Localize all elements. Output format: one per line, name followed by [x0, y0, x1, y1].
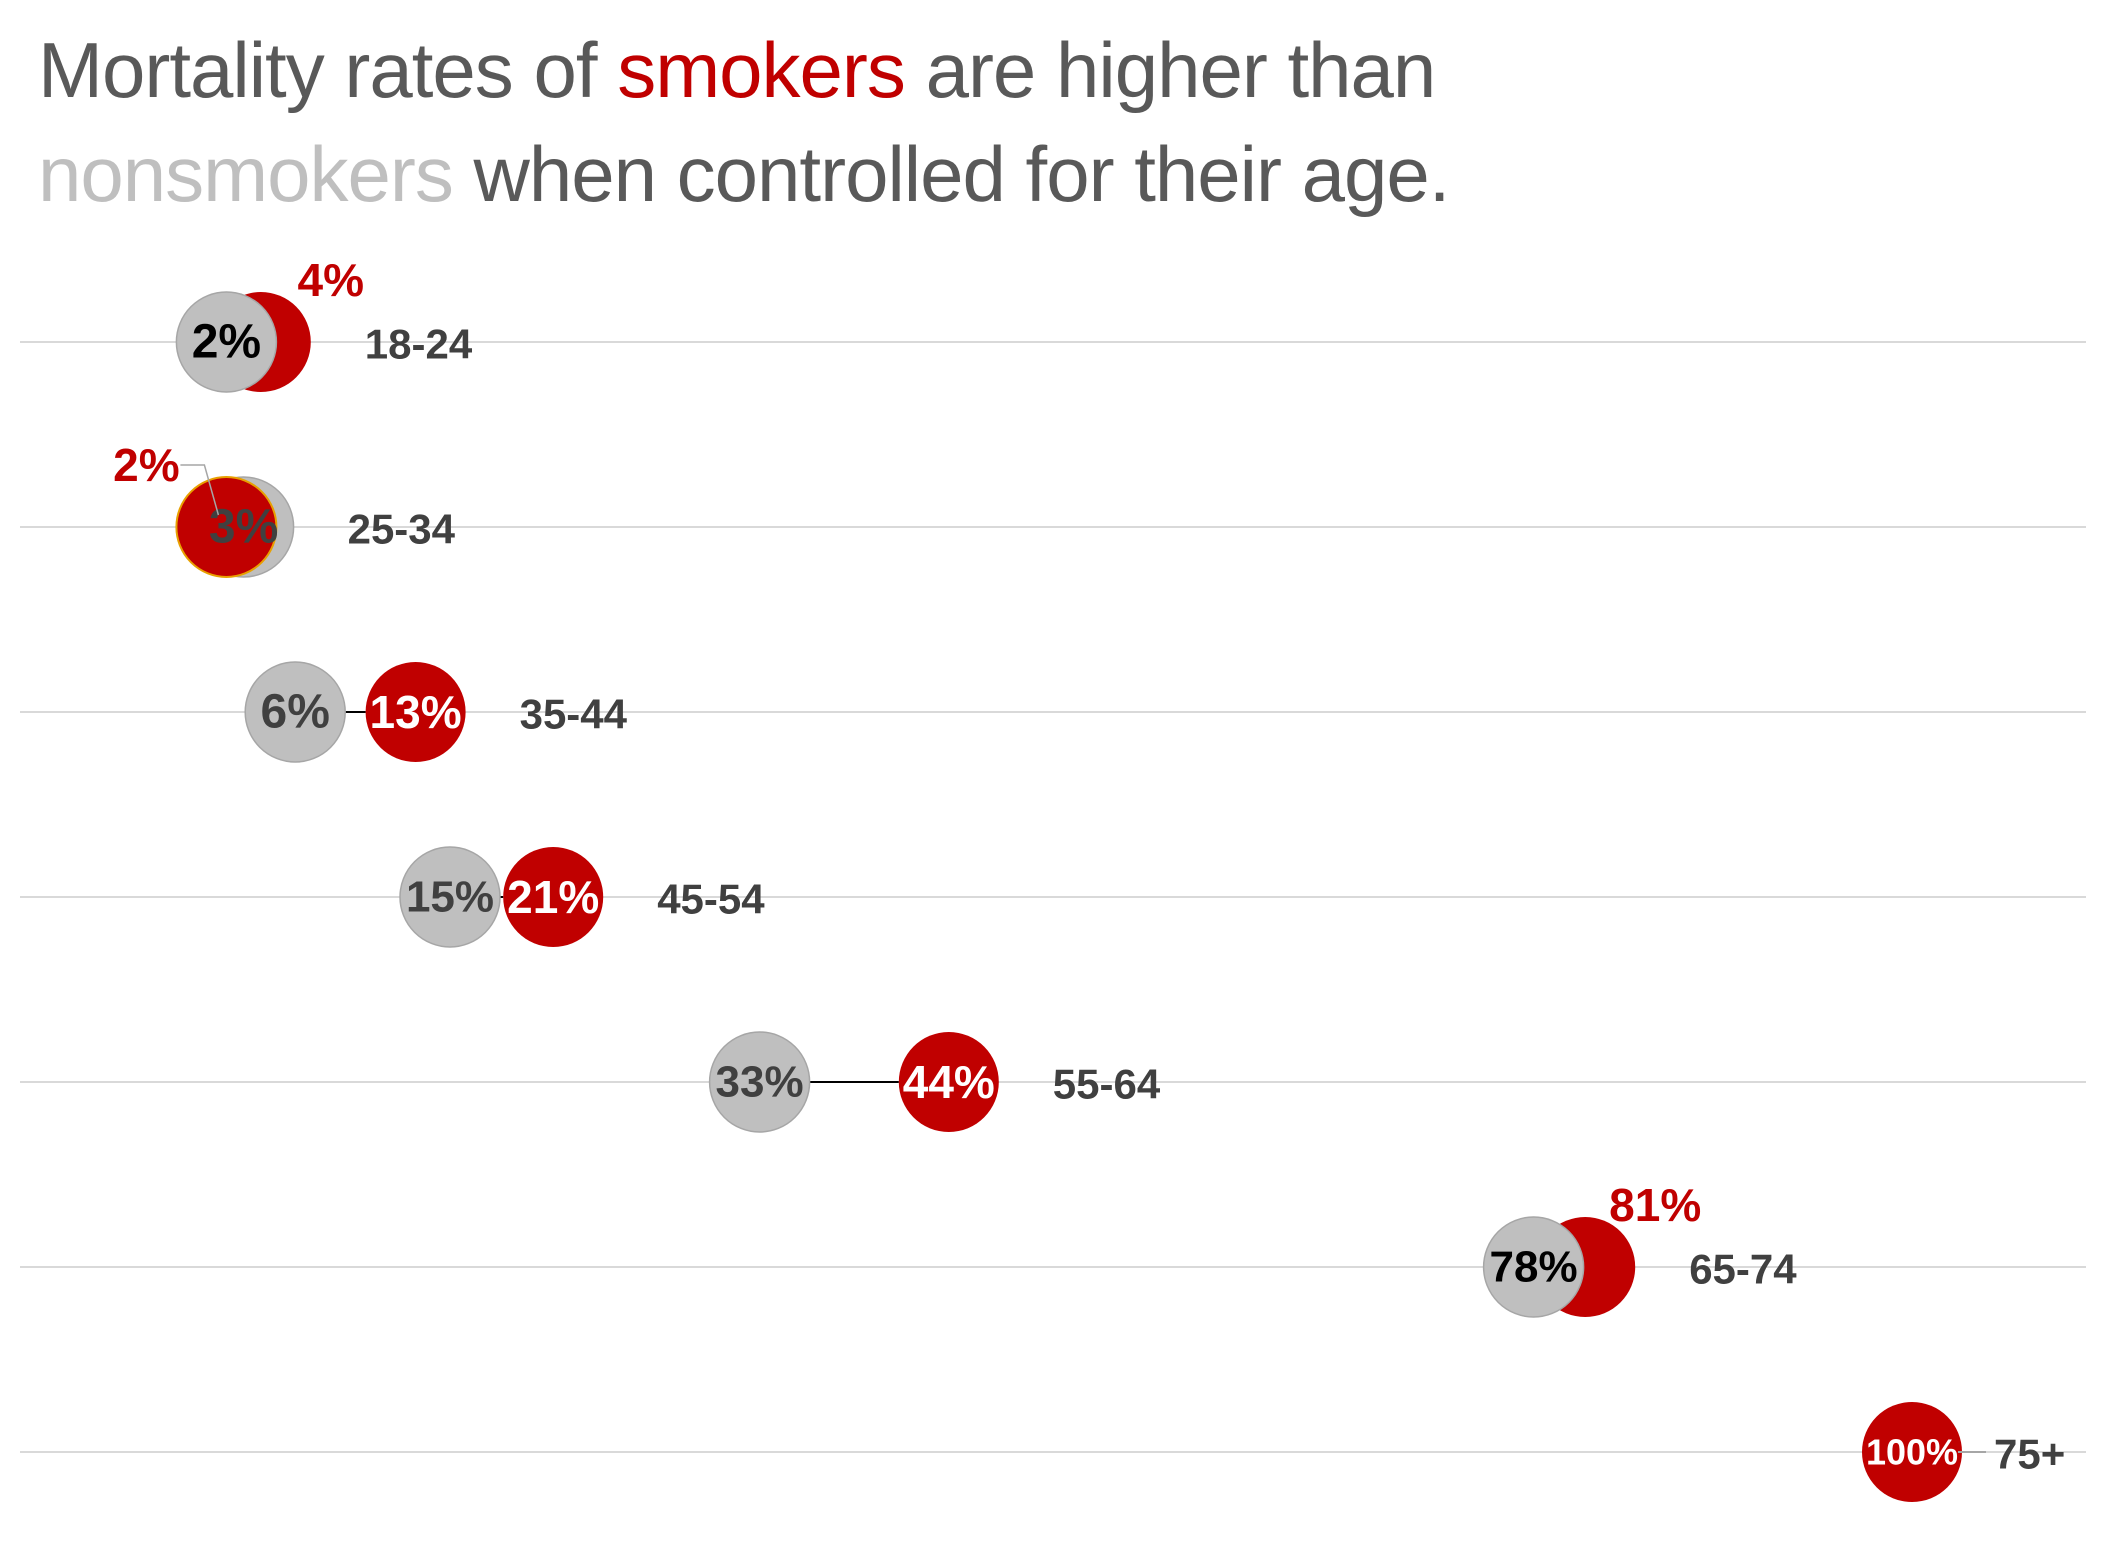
smoker-dot-75plus: [1862, 1402, 1962, 1502]
smoker-dot-35-44: [365, 662, 466, 762]
smoker-value-label-45-54: 21%: [507, 871, 599, 923]
nonsmoker-dot-65-74: [1482, 1216, 1585, 1318]
nonsmoker-dot-45-54: [399, 846, 501, 948]
nonsmoker-value-label-25-34: 3%: [209, 501, 278, 554]
smoker-value-label-65-74: 81%: [1609, 1179, 1701, 1231]
category-label-18-24: 18-24: [365, 321, 473, 368]
category-label-35-44: 35-44: [520, 691, 628, 738]
smoker-dot-25-34: [175, 476, 278, 578]
smoker-value-label-55-64: 44%: [903, 1056, 995, 1108]
title-part-2: are higher than: [904, 26, 1437, 114]
smoker-value-label-25-34: 2%: [113, 439, 179, 491]
nonsmoker-value-label-45-54: 15%: [406, 873, 494, 922]
category-label-25-34: 25-34: [348, 506, 456, 553]
smoker-value-label-75plus: 100%: [1866, 1432, 1958, 1473]
leader-line-25-34: [180, 464, 220, 516]
title-nonsmokers: nonsmokers: [38, 130, 454, 218]
category-label-45-54: 45-54: [657, 876, 765, 923]
title-part-1: Mortality rates of: [38, 26, 618, 114]
nonsmoker-value-label-55-64: 33%: [716, 1058, 804, 1107]
smoker-dot-45-54: [503, 847, 604, 947]
smoker-value-label-35-44: 13%: [370, 686, 462, 738]
smoker-value-label-18-24: 4%: [298, 254, 364, 306]
category-label-55-64: 55-64: [1053, 1061, 1161, 1108]
smoker-dot-55-64: [898, 1032, 999, 1132]
title-part-3: when controlled for their age.: [452, 130, 1451, 218]
chart-title: Mortality rates of smokers are higher th…: [38, 18, 1938, 226]
nonsmoker-dot-35-44: [244, 661, 346, 763]
nonsmoker-value-label-35-44: 6%: [261, 686, 330, 739]
nonsmoker-value-label-18-24: 2%: [192, 316, 261, 369]
title-smokers: smokers: [617, 26, 906, 114]
nonsmoker-dot-55-64: [708, 1031, 811, 1133]
category-label-65-74: 65-74: [1689, 1246, 1797, 1293]
nonsmoker-value-label-65-74: 78%: [1490, 1243, 1578, 1292]
category-label-75plus: 75+: [1994, 1431, 2065, 1478]
nonsmoker-dot-18-24: [175, 291, 278, 393]
